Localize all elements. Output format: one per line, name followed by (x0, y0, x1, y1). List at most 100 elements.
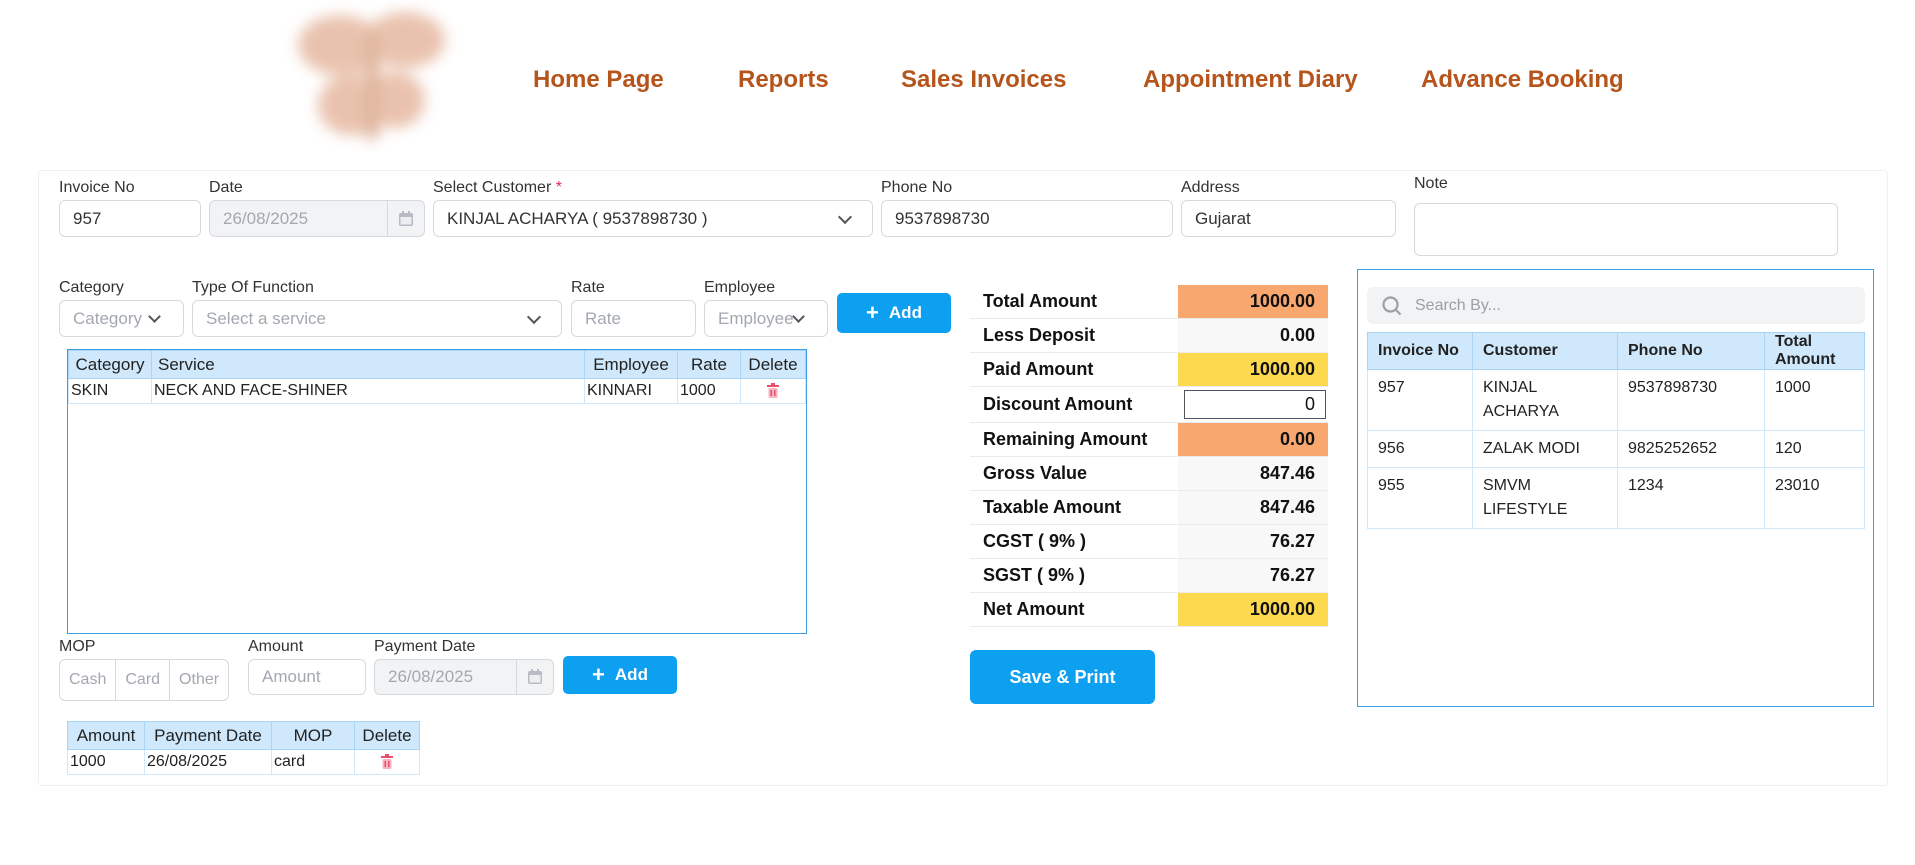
address-label: Address (1181, 179, 1240, 196)
search-input[interactable]: Search By... (1367, 287, 1865, 324)
recent-invoices-table: Invoice No Customer Phone No Total Amoun… (1367, 332, 1865, 529)
nav-advance-booking[interactable]: Advance Booking (1421, 66, 1624, 93)
summary-discount: Discount Amount 0 (970, 386, 1328, 423)
mop-label: MOP (59, 638, 96, 655)
chevron-down-icon (526, 309, 542, 325)
customer-value: KINJAL ACHARYA ( 9537898730 ) (447, 208, 708, 228)
remaining-amount-value: 0.00 (1178, 422, 1328, 457)
col-rate: Rate (677, 350, 741, 379)
rate-label: Rate (571, 279, 605, 296)
discount-amount-cell: 0 (1178, 386, 1328, 423)
cgst-value: 76.27 (1178, 524, 1328, 559)
payment-date-label: Payment Date (374, 638, 476, 655)
amount-input[interactable]: Amount (248, 659, 366, 695)
plus-icon: + (866, 300, 879, 325)
col-category: Category (68, 350, 152, 379)
cell-employee: KINNARI (584, 378, 678, 404)
brand-logo (270, 0, 470, 160)
cell-category: SKIN (68, 378, 152, 404)
customer-select[interactable]: KINJAL ACHARYA ( 9537898730 ) (433, 200, 873, 237)
service-select[interactable]: Select a service (192, 300, 562, 337)
summary-taxable: Taxable Amount 847.46 (970, 490, 1328, 525)
cell-rate: 1000 (677, 378, 741, 404)
summary-total: Total Amount 1000.00 (970, 285, 1328, 319)
sgst-value: 76.27 (1178, 558, 1328, 593)
date-input[interactable]: 26/08/2025 (209, 200, 425, 237)
summary-sgst: SGST ( 9% ) 76.27 (970, 558, 1328, 593)
invoice-no-label: Invoice No (59, 179, 135, 196)
chevron-down-icon (148, 310, 161, 323)
category-select[interactable]: Category (59, 300, 184, 337)
mop-card[interactable]: Card (116, 660, 171, 700)
payment-date-value: 26/08/2025 (388, 667, 474, 686)
employee-label: Employee (704, 279, 776, 296)
discount-amount-input[interactable]: 0 (1184, 390, 1326, 419)
calendar-icon[interactable] (516, 660, 553, 694)
note-label: Note (1414, 175, 1448, 192)
gross-value-value: 847.46 (1178, 456, 1328, 491)
payment-date-input[interactable]: 26/08/2025 (374, 659, 554, 695)
payments-table: Amount Payment Date MOP Delete 1000 26/0… (67, 721, 420, 775)
mop-cash[interactable]: Cash (60, 660, 117, 700)
invoice-card (38, 170, 1888, 786)
save-print-button[interactable]: Save & Print (970, 650, 1155, 704)
note-textarea[interactable] (1414, 203, 1838, 256)
services-table-panel: Category Service Employee Rate Delete SK… (67, 349, 807, 634)
cell-amount: 1000 (67, 749, 145, 775)
amount-label: Amount (248, 638, 304, 655)
col-mop: MOP (271, 721, 355, 750)
cell-total-amount: 120 (1764, 430, 1865, 468)
summary-cgst: CGST ( 9% ) 76.27 (970, 524, 1328, 559)
less-deposit-label: Less Deposit (970, 318, 1178, 353)
mop-selector[interactable]: Cash Card Other (59, 659, 230, 701)
add-service-button[interactable]: + Add (837, 293, 951, 333)
nav-sales-invoices[interactable]: Sales Invoices (901, 66, 1067, 93)
required-mark: * (555, 179, 562, 196)
col-total-amount: Total Amount (1764, 332, 1865, 370)
nav-appointment-diary[interactable]: Appointment Diary (1143, 66, 1358, 93)
cell-service: NECK AND FACE-SHINER (151, 378, 585, 404)
col-phone-no: Phone No (1617, 332, 1765, 370)
address-input[interactable]: Gujarat (1181, 200, 1396, 237)
taxable-amount-value: 847.46 (1178, 490, 1328, 525)
table-row: SKIN NECK AND FACE-SHINER KINNARI 1000 (68, 378, 806, 404)
cell-customer: SMVM LIFESTYLE (1472, 467, 1618, 529)
sgst-label: SGST ( 9% ) (970, 558, 1178, 593)
invoice-no-input[interactable]: 957 (59, 200, 201, 237)
trash-icon (767, 383, 779, 398)
cell-invoice-no: 956 (1367, 430, 1473, 468)
col-invoice-no: Invoice No (1367, 332, 1473, 370)
service-placeholder: Select a service (206, 308, 326, 328)
summary-remaining: Remaining Amount 0.00 (970, 422, 1328, 457)
less-deposit-value: 0.00 (1178, 318, 1328, 353)
paid-amount-label: Paid Amount (970, 352, 1178, 387)
add-payment-button[interactable]: + Add (563, 656, 677, 694)
add-payment-label: Add (614, 665, 648, 684)
table-row[interactable]: 956 ZALAK MODI 9825252652 120 (1367, 430, 1865, 468)
cell-total-amount: 1000 (1764, 369, 1865, 431)
rate-input[interactable]: Rate (571, 300, 696, 337)
nav-reports[interactable]: Reports (738, 66, 829, 93)
services-table: Category Service Employee Rate Delete SK… (68, 350, 806, 404)
calendar-icon[interactable] (387, 201, 424, 236)
table-row[interactable]: 955 SMVM LIFESTYLE 1234 23010 (1367, 467, 1865, 529)
nav-home-page[interactable]: Home Page (533, 66, 664, 93)
remaining-amount-label: Remaining Amount (970, 422, 1178, 457)
phone-input[interactable]: 9537898730 (881, 200, 1173, 237)
mop-other[interactable]: Other (179, 671, 220, 688)
net-amount-label: Net Amount (970, 592, 1178, 627)
cell-phone-no: 9537898730 (1617, 369, 1765, 431)
cell-payment-date: 26/08/2025 (144, 749, 272, 775)
col-amount: Amount (67, 721, 145, 750)
col-employee: Employee (584, 350, 678, 379)
employee-placeholder: Employee (718, 308, 794, 328)
table-row[interactable]: 957 KINJAL ACHARYA 9537898730 1000 (1367, 369, 1865, 431)
delete-payment-button[interactable] (354, 749, 420, 775)
cell-mop: card (271, 749, 355, 775)
discount-amount-label: Discount Amount (970, 386, 1178, 423)
delete-service-button[interactable] (740, 378, 806, 404)
chevron-down-icon (837, 209, 853, 225)
cell-invoice-no: 957 (1367, 369, 1473, 431)
employee-select[interactable]: Employee (704, 300, 828, 337)
summary-paid: Paid Amount 1000.00 (970, 352, 1328, 387)
